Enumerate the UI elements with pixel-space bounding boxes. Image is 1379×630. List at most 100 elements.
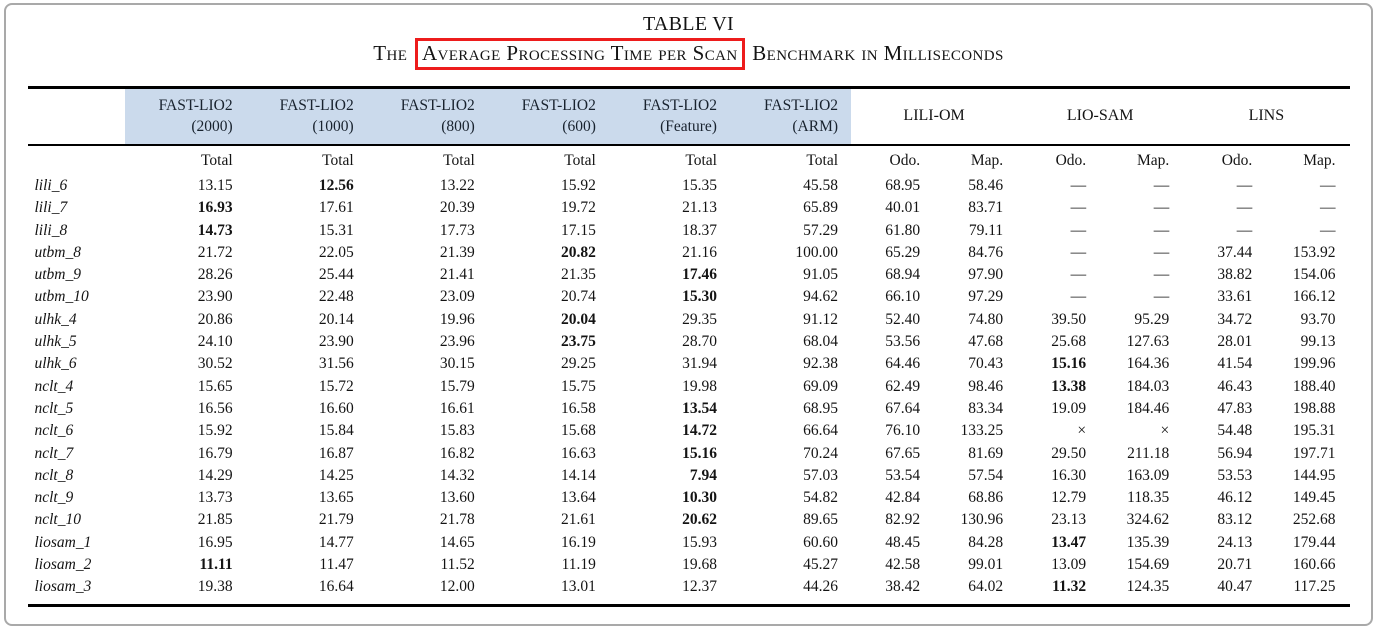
value-cell: — bbox=[1070, 177, 1087, 194]
value-cell: 68.95 bbox=[803, 399, 839, 417]
value-cell: 15.16 bbox=[682, 444, 717, 462]
value-cell: 100.00 bbox=[795, 243, 839, 261]
value-cell: 15.75 bbox=[561, 377, 596, 395]
value-cell: 25.68 bbox=[1051, 333, 1087, 351]
value-cell: 149.45 bbox=[1292, 489, 1336, 507]
sequence-label: utbm_9 bbox=[34, 266, 82, 284]
value-cell: 30.15 bbox=[439, 355, 475, 373]
value-cell: 66.64 bbox=[803, 422, 839, 440]
group-param: (ARM) bbox=[792, 118, 839, 135]
value-cell: 21.79 bbox=[318, 511, 354, 529]
value-cell: 38.82 bbox=[1217, 266, 1253, 284]
value-cell: 68.04 bbox=[803, 333, 839, 351]
table-row: utbm_8 21.72 22.05 21.39 20.82 21.16 100.00 65.… bbox=[28, 242, 1350, 264]
value-cell: 97.29 bbox=[968, 288, 1004, 306]
value-cell: 13.73 bbox=[197, 489, 233, 507]
corner-cell bbox=[28, 145, 125, 175]
sub-header-map: Map. bbox=[1136, 152, 1170, 169]
value-cell: 16.93 bbox=[197, 199, 233, 217]
value-cell: 163.09 bbox=[1126, 466, 1170, 484]
sequence-label: ulhk_6 bbox=[34, 355, 77, 373]
value-cell: 23.09 bbox=[439, 288, 475, 306]
value-cell: — bbox=[1153, 266, 1170, 284]
value-cell: 15.31 bbox=[318, 221, 354, 239]
value-cell: × bbox=[1160, 422, 1170, 440]
value-cell: 153.92 bbox=[1292, 243, 1336, 261]
value-cell: 33.61 bbox=[1217, 288, 1253, 306]
sequence-label: nclt_7 bbox=[34, 444, 74, 462]
value-cell: — bbox=[1153, 243, 1170, 261]
value-cell: 64.46 bbox=[885, 355, 921, 373]
value-cell: — bbox=[1320, 221, 1336, 239]
caption-prefix: The bbox=[373, 41, 408, 65]
value-cell: 16.58 bbox=[561, 399, 596, 417]
paper-table-figure: TABLE VI The Average Processing Time per… bbox=[4, 3, 1373, 626]
value-cell: 45.58 bbox=[803, 177, 839, 194]
group-name: FAST-LIO2 bbox=[158, 97, 233, 114]
sub-header-total: Total bbox=[443, 152, 475, 169]
value-cell: 16.82 bbox=[439, 444, 475, 462]
table-row: utbm_10 23.90 22.48 23.09 20.74 15.30 94.62 66.… bbox=[28, 286, 1350, 308]
sub-header-map: Map. bbox=[1303, 152, 1336, 169]
table-row: nclt_4 15.65 15.72 15.79 15.75 19.98 69.09 62.4… bbox=[28, 376, 1350, 398]
value-cell: 79.11 bbox=[968, 221, 1004, 239]
sequence-label: liosam_1 bbox=[34, 533, 92, 551]
value-cell: — bbox=[1236, 221, 1253, 239]
value-cell: 11.19 bbox=[561, 556, 596, 574]
table-number-title: TABLE VI bbox=[643, 13, 734, 35]
value-cell: 70.43 bbox=[968, 355, 1004, 373]
value-cell: 199.96 bbox=[1292, 355, 1336, 373]
value-cell: 130.96 bbox=[960, 511, 1004, 529]
value-cell: 23.75 bbox=[561, 333, 596, 351]
value-cell: 28.26 bbox=[197, 266, 233, 284]
value-cell: 15.16 bbox=[1051, 355, 1087, 373]
sequence-label: lili_8 bbox=[34, 221, 68, 239]
value-cell: 21.35 bbox=[561, 266, 596, 284]
value-cell: 16.79 bbox=[197, 444, 233, 462]
value-cell: 22.48 bbox=[318, 288, 354, 306]
value-cell: 19.09 bbox=[1051, 399, 1087, 417]
value-cell: 12.00 bbox=[439, 578, 475, 596]
value-cell: 16.56 bbox=[197, 399, 233, 417]
value-cell: 91.12 bbox=[803, 310, 839, 328]
value-cell: 23.90 bbox=[318, 333, 354, 351]
value-cell: 179.44 bbox=[1292, 533, 1336, 551]
table-row: nclt_6 15.92 15.84 15.83 15.68 14.72 66.64 76.1… bbox=[28, 420, 1350, 442]
value-cell: 252.68 bbox=[1292, 511, 1336, 529]
table-row: nclt_8 14.29 14.25 14.32 14.14 7.94 57.03 53.54… bbox=[28, 465, 1350, 487]
value-cell: 154.69 bbox=[1126, 556, 1170, 574]
sequence-label: utbm_8 bbox=[34, 243, 82, 261]
value-cell: — bbox=[1153, 177, 1170, 194]
value-cell: 16.95 bbox=[197, 533, 233, 551]
value-cell: 20.39 bbox=[439, 199, 475, 217]
value-cell: 53.56 bbox=[885, 333, 921, 351]
value-cell: 184.46 bbox=[1126, 399, 1170, 417]
value-cell: 144.95 bbox=[1292, 466, 1336, 484]
column-group-fastlio2-feature: FAST-LIO2 (Feature) bbox=[608, 86, 730, 145]
value-cell: 83.71 bbox=[968, 199, 1004, 217]
value-cell: 13.22 bbox=[439, 177, 475, 194]
value-cell: 15.93 bbox=[682, 533, 717, 551]
sequence-label: liosam_2 bbox=[34, 556, 92, 574]
table-row: ulhk_5 24.10 23.90 23.96 23.75 28.70 68.04 53.5… bbox=[28, 331, 1350, 353]
value-cell: 20.74 bbox=[561, 288, 596, 306]
value-cell: 11.11 bbox=[199, 556, 233, 574]
value-cell: 53.54 bbox=[885, 466, 921, 484]
value-cell: 83.34 bbox=[968, 399, 1004, 417]
value-cell: — bbox=[1320, 199, 1336, 217]
value-cell: 184.03 bbox=[1126, 377, 1170, 395]
value-cell: 14.25 bbox=[318, 466, 354, 484]
table-row: nclt_9 13.73 13.65 13.60 13.64 10.30 54.82 42.8… bbox=[28, 487, 1350, 509]
value-cell: 58.46 bbox=[968, 177, 1004, 194]
sequence-label: nclt_4 bbox=[34, 377, 74, 395]
table-row: liosam_2 11.11 11.47 11.52 11.19 19.68 45.27 42… bbox=[28, 554, 1350, 576]
value-cell: 84.76 bbox=[968, 243, 1004, 261]
sub-header-row: Total Total Total Total Total Total Odo. Map. Od… bbox=[28, 145, 1350, 175]
value-cell: 16.60 bbox=[318, 399, 354, 417]
column-group-fastlio2-600: FAST-LIO2 (600) bbox=[487, 86, 609, 145]
table-row: ulhk_4 20.86 20.14 19.96 20.04 29.35 91.12 52.4… bbox=[28, 309, 1350, 331]
table-row: utbm_9 28.26 25.44 21.41 21.35 17.46 91.05 68.9… bbox=[28, 264, 1350, 286]
group-name: FAST-LIO2 bbox=[279, 97, 354, 114]
value-cell: 117.25 bbox=[1293, 578, 1336, 596]
value-cell: 24.10 bbox=[197, 333, 233, 351]
